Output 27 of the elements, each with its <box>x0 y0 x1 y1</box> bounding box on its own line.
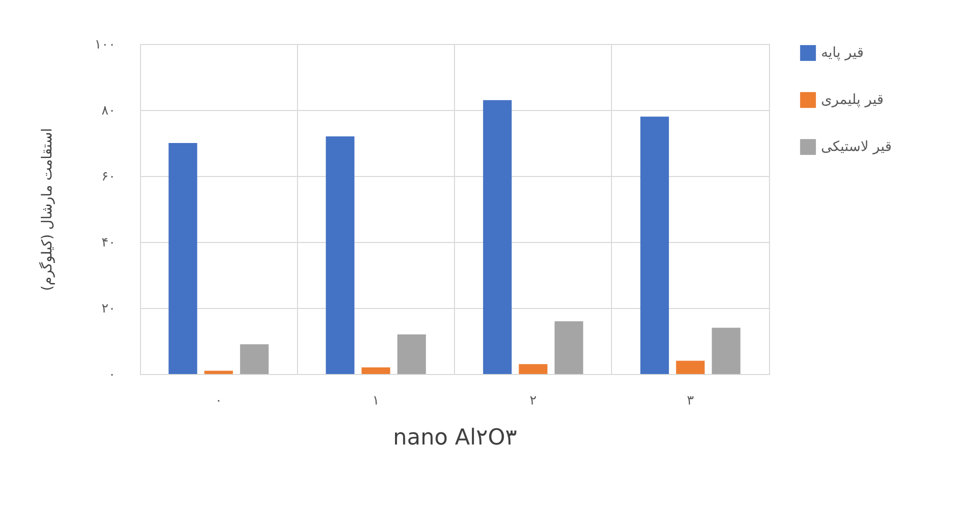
y-tick-label: ۱۰۰ <box>94 38 116 52</box>
x-tick-label: ۳ <box>686 394 694 408</box>
bar <box>240 344 269 374</box>
y-axis-title: استقامت مارشال (کیلوگرم) <box>38 128 56 291</box>
y-tick-label: ۶۰ <box>102 170 116 184</box>
bar <box>204 370 233 374</box>
bar <box>483 100 512 374</box>
legend-label: قیر لاستیکی <box>821 139 892 155</box>
bar <box>554 321 584 374</box>
y-tick-label: ۴۰ <box>102 236 116 250</box>
y-tick-label: ۰ <box>108 368 116 382</box>
bar <box>640 116 669 374</box>
bar <box>326 136 354 374</box>
y-tick-label: ۸۰ <box>102 104 116 118</box>
bar <box>712 328 740 374</box>
bar <box>397 334 426 374</box>
x-tick-label: ۰ <box>215 394 222 408</box>
bar <box>518 364 548 374</box>
bar <box>362 367 390 374</box>
bar <box>676 360 705 374</box>
legend-label: قیر پلیمری <box>821 92 884 108</box>
x-tick-label: ۲ <box>530 394 537 408</box>
x-axis-title: nano Al۲O۳ <box>393 426 518 450</box>
y-tick-label: ۲۰ <box>102 302 116 316</box>
legend-label: قیر پایه <box>821 45 864 61</box>
bar <box>168 143 198 374</box>
x-tick-label: ۱ <box>372 394 380 408</box>
